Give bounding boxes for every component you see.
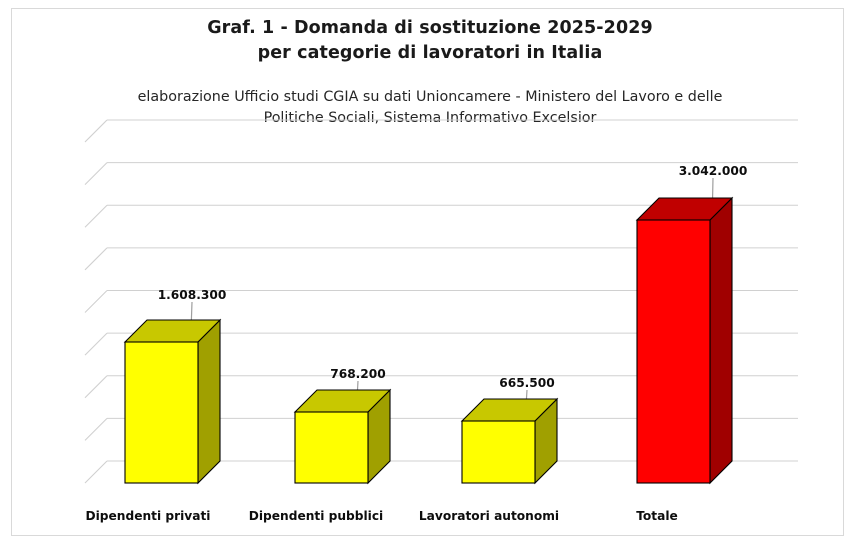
bar-side-face — [197, 318, 221, 485]
bar-value-label: 768.200 — [330, 367, 386, 381]
category-label-4: Totale — [636, 509, 678, 523]
gridline-depth — [84, 119, 108, 143]
chart-subtitle-line-2: Politiche Sociali, Sistema Informativo E… — [263, 110, 597, 126]
bar-side-face — [709, 196, 733, 485]
chart-title-line-2: per categorie di lavoratori in Italia — [257, 43, 603, 63]
chart-title-line-1: Graf. 1 - Domanda di sostituzione 2025-2… — [207, 18, 653, 38]
gridline-depth — [84, 204, 108, 228]
category-label-2: Dipendenti pubblici — [248, 509, 384, 523]
bar-front-face — [636, 219, 711, 484]
bar-front-face — [124, 341, 199, 484]
bar-front-face — [461, 420, 536, 484]
category-label-1: Dipendenti privati — [85, 509, 211, 523]
bars — [123, 196, 734, 485]
bar-2 — [293, 388, 392, 485]
bar-value-label: 1.608.300 — [157, 288, 227, 302]
gridline-depth — [84, 460, 108, 484]
leader-lines — [187, 177, 714, 456]
gridline-depth — [84, 162, 108, 186]
gridline-depth — [84, 332, 108, 356]
category-label-3: Lavoratori autonomi — [418, 509, 560, 523]
chart-subtitle-line-1: elaborazione Ufficio studi CGIA su dati … — [137, 89, 723, 105]
gridline-depth — [84, 375, 108, 399]
chart-subtitle: elaborazione Ufficio studi CGIA su dati … — [0, 87, 860, 129]
bar-front-face — [294, 411, 369, 484]
gridline-depth — [84, 290, 108, 313]
bar-1 — [123, 318, 222, 485]
bar-value-label: 665.500 — [499, 376, 555, 390]
gridline-depth — [84, 247, 108, 271]
gridline-depth — [84, 417, 108, 441]
bar-4 — [635, 196, 734, 485]
bar-value-label: 3.042.000 — [678, 164, 748, 178]
chart-title: Graf. 1 - Domanda di sostituzione 2025-2… — [0, 16, 860, 66]
bar-3 — [460, 397, 559, 485]
